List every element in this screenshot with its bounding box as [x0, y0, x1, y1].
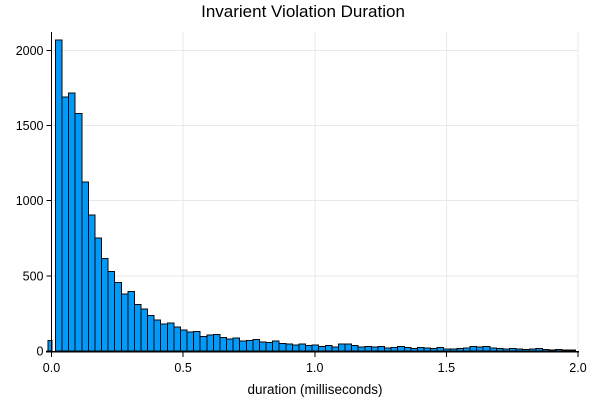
bar: [147, 315, 155, 352]
bar: [311, 344, 320, 352]
bar: [74, 112, 83, 352]
bar: [410, 347, 418, 352]
bar: [265, 342, 274, 352]
bar: [351, 345, 359, 352]
axes: [46, 32, 579, 353]
bar: [482, 345, 491, 352]
bar: [377, 345, 386, 352]
bar: [133, 303, 142, 352]
bar: [364, 345, 372, 352]
bar: [416, 347, 425, 352]
bar: [469, 345, 478, 352]
bar: [476, 346, 484, 352]
bar: [462, 347, 471, 352]
bar: [285, 343, 293, 352]
bar: [390, 347, 399, 352]
bar: [449, 348, 458, 352]
bar: [324, 345, 333, 352]
bar: [206, 334, 214, 352]
bar: [509, 348, 517, 352]
y-tick-label: 0: [37, 345, 44, 359]
bars: [47, 39, 576, 352]
x-tick-label: 1.0: [306, 361, 323, 375]
bar: [291, 344, 300, 352]
bar: [528, 348, 537, 352]
bar: [305, 345, 313, 352]
bar: [318, 345, 326, 352]
x-tick-label: 1.5: [438, 361, 455, 375]
x-tick-label: 0.5: [174, 361, 191, 375]
bar: [127, 291, 135, 352]
bar: [357, 346, 366, 352]
bar: [502, 348, 511, 352]
bar: [140, 308, 149, 352]
bar: [232, 337, 241, 352]
bar: [54, 39, 63, 352]
bar: [81, 181, 89, 352]
y-tick-label: 1000: [16, 194, 44, 208]
bar: [272, 340, 280, 352]
y-tick-label: 2000: [16, 44, 44, 58]
bar: [456, 348, 464, 352]
bar: [430, 347, 438, 352]
ticks: [46, 49, 579, 357]
bar: [397, 345, 405, 352]
bar: [193, 330, 201, 352]
bar: [94, 237, 103, 352]
bar: [515, 348, 524, 352]
bar: [258, 341, 267, 352]
bar: [173, 326, 181, 352]
bar: [423, 347, 432, 352]
bar: [120, 293, 129, 352]
bar: [68, 92, 76, 352]
bar: [298, 343, 307, 352]
bar: [331, 346, 339, 352]
bar: [160, 323, 168, 352]
bar: [87, 214, 96, 352]
bar: [278, 342, 287, 352]
bar: [403, 347, 412, 352]
bar: [61, 96, 70, 352]
bar: [337, 343, 346, 352]
bar: [489, 347, 497, 352]
x-tick-label: 0.0: [43, 361, 60, 375]
bar: [384, 347, 392, 352]
x-axis-label: duration (milliseconds): [247, 382, 382, 397]
bar: [239, 340, 247, 352]
bar: [370, 346, 379, 352]
bar: [199, 336, 208, 352]
bar: [153, 319, 162, 352]
y-tick-label: 500: [23, 269, 44, 283]
bar: [495, 348, 504, 352]
bar: [114, 282, 122, 352]
grid: [51, 32, 579, 351]
bar: [344, 343, 353, 352]
bar: [101, 258, 109, 352]
bar: [107, 270, 116, 352]
bar: [436, 347, 445, 352]
bar: [226, 338, 234, 352]
bar: [186, 331, 195, 352]
bar: [245, 339, 254, 352]
bar: [443, 348, 451, 352]
bar: [252, 339, 260, 352]
bar: [179, 329, 188, 352]
bar: [212, 333, 221, 352]
y-tick-label: 1500: [16, 119, 44, 133]
bar: [219, 336, 228, 352]
chart-title: Invarient Violation Duration: [201, 2, 405, 21]
bar: [166, 322, 175, 352]
x-tick-label: 2.0: [569, 361, 586, 375]
bar: [535, 348, 543, 352]
